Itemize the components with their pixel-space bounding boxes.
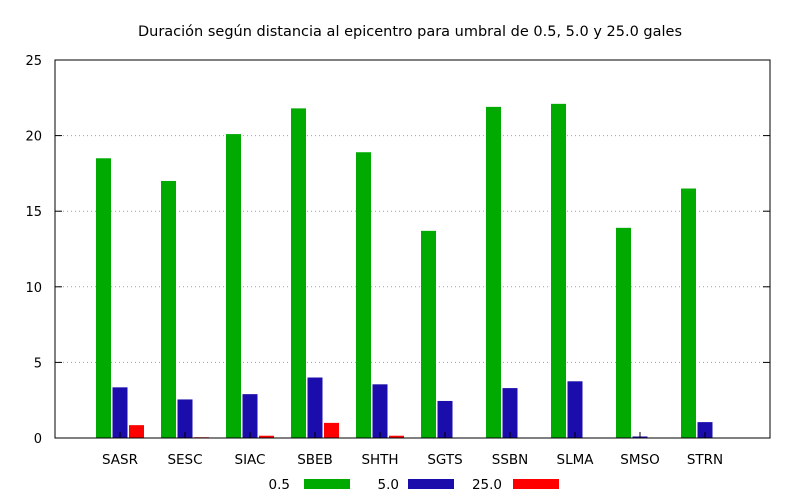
x-tick-label: SHTH	[361, 452, 398, 468]
chart-title: Duración según distancia al epicentro pa…	[138, 24, 682, 40]
bar-5.0-SHTH	[372, 384, 388, 438]
legend-label: 25.0	[472, 477, 502, 493]
x-tick-label: SGTS	[427, 452, 462, 468]
x-axis-labels: SASR SESC SIAC SBEB SHTH SGTS SSBN SLMA SMSO STRN	[102, 432, 723, 468]
x-tick-label: SBEB	[297, 452, 333, 468]
bar-25.0-SASR	[129, 425, 144, 438]
bar-0.5-SMSO	[616, 227, 631, 438]
bar-0.5-SLMA	[551, 103, 566, 439]
bar-0.5-SASR	[96, 158, 111, 438]
x-tick-label: SSBN	[492, 452, 529, 468]
bar-25.0-SIAC	[259, 435, 274, 438]
x-tick-label: SMSO	[620, 452, 659, 468]
bar-0.5-SIAC	[226, 134, 241, 438]
x-tick-label: SASR	[102, 452, 138, 468]
bar-0.5-SBEB	[291, 108, 306, 438]
bar-5.0-SIAC	[242, 394, 258, 438]
bar-0.5-SSBN	[486, 106, 501, 438]
bar-0.5-STRN	[681, 188, 696, 438]
y-axis-ticks: 0 5 10 15 20 25	[25, 54, 770, 447]
bar-25.0-SHTH	[389, 435, 404, 438]
bar-0.5-SESC	[161, 180, 176, 438]
x-tick-label: STRN	[687, 452, 723, 468]
legend-swatch	[513, 479, 559, 489]
bar-0.5-SGTS	[421, 230, 436, 438]
legend-label: 0.5	[269, 477, 290, 493]
bar-5.0-SLMA	[567, 381, 583, 438]
x-tick-label: SLMA	[557, 452, 595, 468]
y-tick-label: 25	[25, 54, 42, 69]
legend: 0.5 5.0 25.0	[269, 477, 559, 493]
plot-frame	[54, 59, 771, 439]
bar-5.0-SGTS	[437, 400, 453, 438]
bar-5.0-SBEB	[307, 377, 323, 438]
y-tick-label: 20	[25, 130, 42, 145]
bar-5.0-SESC	[177, 399, 193, 438]
legend-swatch	[304, 479, 350, 489]
bar-0.5-SHTH	[356, 152, 371, 438]
x-tick-label: SIAC	[235, 452, 266, 468]
bar-5.0-STRN	[697, 422, 713, 438]
bar-5.0-SSBN	[502, 388, 518, 438]
y-tick-label: 10	[25, 281, 42, 296]
x-tick-label: SESC	[167, 452, 202, 468]
y-tick-label: 0	[34, 432, 42, 447]
legend-label: 5.0	[378, 477, 399, 493]
y-tick-label: 15	[25, 205, 42, 220]
bar-5.0-SASR	[112, 387, 128, 438]
legend-swatch	[408, 479, 454, 489]
bar-25.0-SBEB	[324, 422, 339, 438]
y-tick-label: 5	[34, 356, 42, 371]
bars	[96, 103, 713, 439]
